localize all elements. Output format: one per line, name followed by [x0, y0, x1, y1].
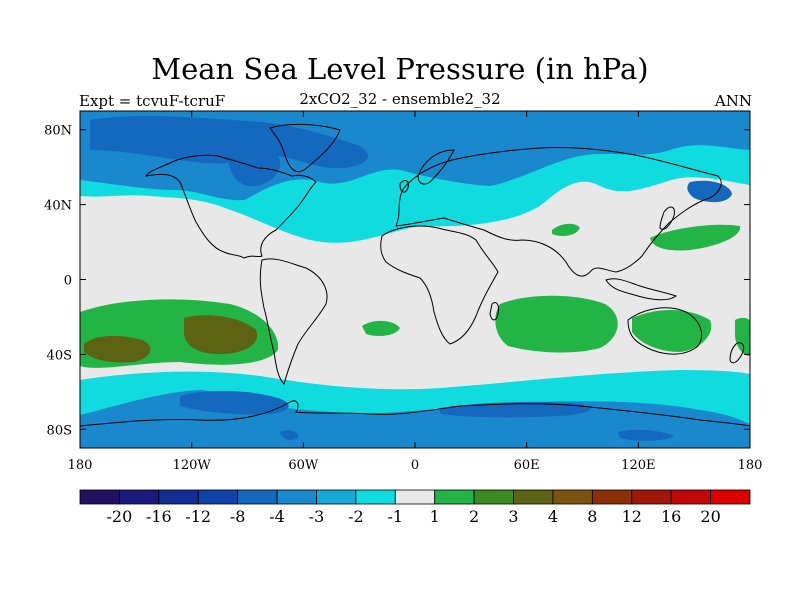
colorbar-swatch [591, 489, 633, 505]
coast-antarctica [80, 400, 750, 427]
lat-tick-label: 40N [44, 199, 72, 214]
lat-tick-label: 40S [47, 348, 72, 363]
coast-australia [627, 307, 702, 355]
colorbar-swatch [79, 489, 120, 505]
coast-new-zealand [729, 342, 745, 364]
green-patch-pacific-north [650, 224, 741, 251]
lon-tick-label: 60E [514, 458, 540, 473]
green-patch-indian-ocean [495, 295, 618, 353]
lon-tick-label: 120W [173, 458, 212, 473]
map-title: Mean Sea Level Pressure (in hPa) [151, 52, 649, 86]
coast-south-america [259, 258, 328, 385]
green-patch-south-atlantic [362, 320, 400, 336]
lon-tick-label: 0 [411, 458, 419, 473]
lat-tick-label: 0 [64, 274, 72, 289]
colorbar-swatch [237, 489, 278, 505]
coast-eurasia [395, 146, 722, 277]
darkblue-patch-south-pacific [180, 390, 289, 415]
coastlines [80, 123, 750, 427]
lon-tick-label: 60W [288, 458, 319, 473]
season-label: ANN [714, 92, 752, 110]
coast-uk [399, 180, 409, 193]
colorbar-label: -3 [309, 507, 325, 526]
coast-japan [659, 206, 675, 230]
colorbar-label: -1 [387, 507, 403, 526]
olive-patch-south-pacific-east [184, 315, 258, 354]
olive-patch-south-pacific-west [84, 335, 151, 363]
longitude-axis: 180 120W 60W 0 60E 120E 180 [68, 111, 763, 473]
colorbar-swatch [316, 489, 357, 505]
colorbar-swatch [197, 489, 239, 505]
lon-tick-label: 120E [621, 458, 655, 473]
coast-madagascar [489, 301, 499, 321]
lon-tick-label: 180 [738, 458, 763, 473]
colorbar-label: -8 [230, 507, 246, 526]
colorbar-swatch [552, 489, 593, 505]
colorbar-label: -12 [185, 507, 211, 526]
colorbar-label: -16 [146, 507, 172, 526]
darkblue-field-north [90, 116, 369, 169]
colorbar-label: 3 [508, 507, 518, 526]
green-patch-far-east [734, 317, 750, 356]
ensemble-label: 2xCO2_32 - ensemble2_32 [299, 90, 501, 108]
colorbar-swatch [355, 489, 396, 505]
darkblue-patch-south-west [280, 430, 299, 440]
colorbar-swatch [276, 489, 317, 505]
colorbar-label: 4 [548, 507, 558, 526]
colorbar-label: 16 [661, 507, 681, 526]
colorbar-swatch [473, 489, 514, 505]
colorbar-swatch [710, 489, 751, 505]
colorbar-swatch [513, 489, 554, 505]
colorbar-label: 8 [587, 507, 597, 526]
coast-north-america [144, 154, 317, 259]
colorbar-label: 2 [469, 507, 479, 526]
colorbar-label: 1 [430, 507, 440, 526]
coast-greenland [269, 123, 341, 173]
colorbar-swatch [158, 489, 199, 505]
coast-scandinavia [417, 149, 455, 185]
latitude-axis: 80N 40N 0 40S 80S [44, 124, 750, 438]
colorbar-label: 20 [700, 507, 720, 526]
colorbar-label: -20 [107, 507, 133, 526]
lat-tick-label: 80N [44, 124, 72, 139]
green-patch-india [552, 223, 580, 236]
colorbar-label: -4 [269, 507, 285, 526]
lat-tick-label: 80S [47, 423, 72, 438]
green-patch-australia-east [632, 309, 712, 352]
colorbar-label: 12 [622, 507, 642, 526]
lon-tick-label: 180 [68, 458, 93, 473]
darkblue-patch-south-indian [440, 401, 591, 418]
coast-indonesia [605, 278, 678, 301]
colorbar-swatch [434, 489, 475, 505]
colorbar-swatch [631, 489, 672, 505]
colorbar-label: -2 [348, 507, 364, 526]
darkblue-patch-greenland [228, 145, 281, 187]
darkblue-patch-south-east [618, 429, 674, 441]
contour-fields [80, 111, 750, 448]
colorbar-swatch [119, 489, 160, 505]
neutral-patch-asia [562, 206, 608, 227]
coast-africa [380, 225, 499, 345]
colorbar-swatch [670, 489, 711, 505]
experiment-label: Expt = tcvuF-tcruF [79, 92, 226, 110]
colorbar: -20 -16 -12 -8 -4 -3 -2 -1 1 2 3 4 8 12 16 20 [79, 489, 751, 526]
colorbar-swatch [394, 489, 436, 505]
